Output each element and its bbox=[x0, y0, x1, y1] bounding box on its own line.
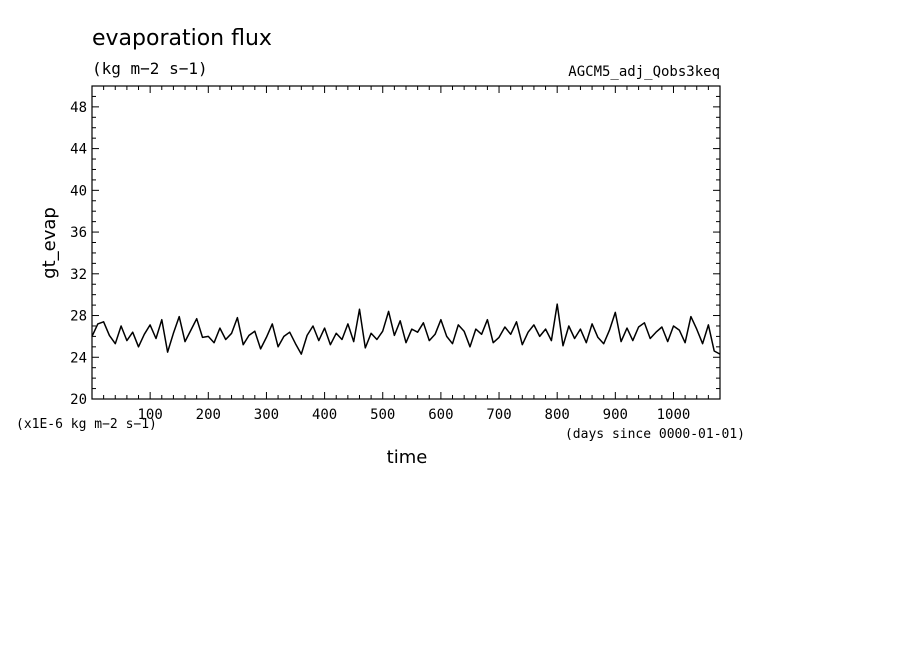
plot-frame bbox=[91, 85, 721, 400]
x-tick-labels: 100 200 300 400 500 600 700 800 900 1000 bbox=[137, 407, 690, 423]
x-tick-label: 500 bbox=[370, 407, 395, 423]
x-tick-label: 800 bbox=[545, 407, 570, 423]
y-tick-label: 32 bbox=[70, 267, 87, 283]
run-name: AGCM5_adj_Qobs3keq bbox=[568, 64, 720, 80]
y-tick-label: 40 bbox=[70, 183, 87, 199]
x-tick-label: 100 bbox=[137, 407, 162, 423]
y-tick-labels: 20 24 28 32 36 40 44 48 bbox=[70, 100, 87, 408]
chart-title: evaporation flux bbox=[92, 26, 272, 51]
x-tick-label: 400 bbox=[312, 407, 337, 423]
chart-units: (kg m−2 s−1) bbox=[92, 59, 208, 78]
y-tick-label: 44 bbox=[70, 142, 87, 158]
x-tick-label: 700 bbox=[486, 407, 511, 423]
x-tick-label: 600 bbox=[428, 407, 453, 423]
y-scale-note: (x1E-6 kg m−2 s−1) bbox=[16, 417, 157, 432]
series-line bbox=[91, 303, 721, 355]
x-tick-label: 300 bbox=[254, 407, 279, 423]
y-tick-label: 36 bbox=[70, 225, 87, 241]
x-tick-label: 900 bbox=[603, 407, 628, 423]
axis-ticks bbox=[92, 86, 720, 399]
y-tick-label: 48 bbox=[70, 100, 87, 116]
y-tick-label: 24 bbox=[70, 350, 87, 366]
x-axis-label: time bbox=[387, 447, 428, 468]
x-tick-label: 1000 bbox=[657, 407, 691, 423]
x-axis-units: (days since 0000-01-01) bbox=[565, 427, 745, 442]
x-tick-label: 200 bbox=[196, 407, 221, 423]
y-axis-label: gt_evap bbox=[39, 207, 60, 279]
y-tick-label: 28 bbox=[70, 309, 87, 325]
y-tick-label: 20 bbox=[70, 392, 87, 408]
